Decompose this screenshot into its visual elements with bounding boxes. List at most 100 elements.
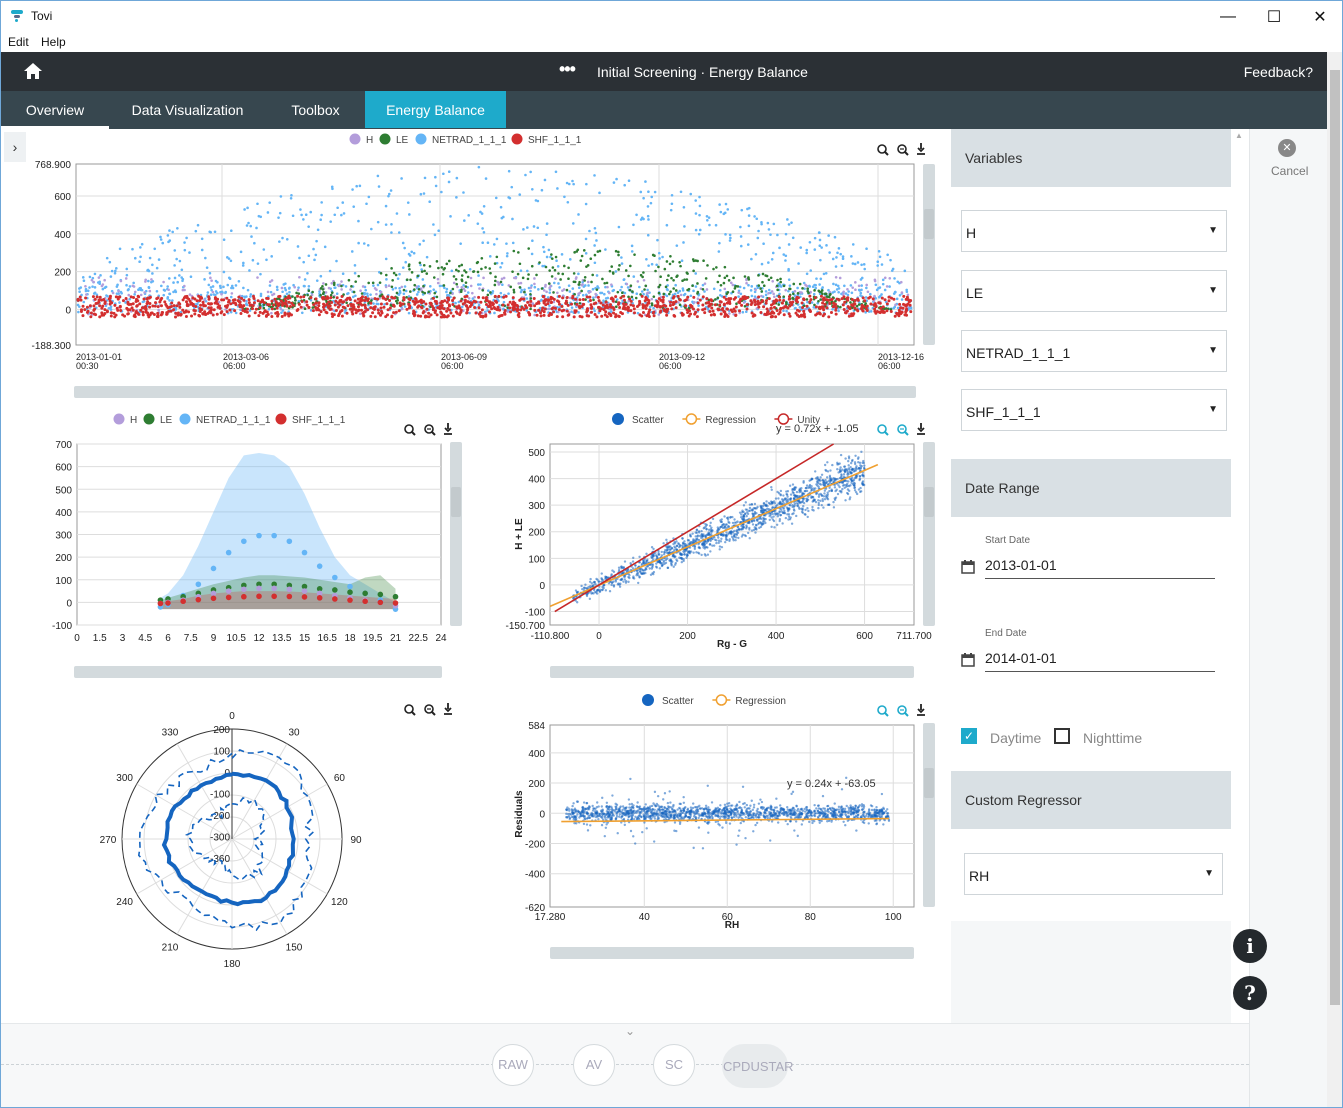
tab-energy-balance[interactable]: Energy Balance bbox=[365, 91, 506, 128]
ts-point bbox=[676, 291, 680, 294]
ts-point bbox=[194, 229, 198, 233]
ts-point bbox=[324, 291, 328, 294]
closure-point bbox=[748, 537, 751, 540]
ts-point bbox=[781, 306, 785, 310]
ts-point bbox=[91, 276, 95, 280]
ts-point bbox=[106, 295, 109, 298]
home-icon[interactable] bbox=[23, 62, 43, 80]
diurnal-point bbox=[332, 587, 338, 593]
ts-point bbox=[650, 302, 654, 305]
closure-point bbox=[841, 487, 844, 491]
ts-point bbox=[326, 304, 330, 308]
ts-point bbox=[339, 298, 343, 302]
ts-point bbox=[340, 213, 343, 217]
ts-point bbox=[729, 308, 733, 312]
ts-point bbox=[147, 269, 151, 273]
closure-point bbox=[773, 512, 777, 515]
ts-point bbox=[611, 297, 615, 301]
ts-point bbox=[512, 249, 516, 253]
ts-point bbox=[153, 304, 157, 308]
top-bar: ••• Initial Screening · Energy Balance F… bbox=[1, 52, 1327, 91]
ts-point bbox=[891, 267, 895, 271]
closure-point bbox=[784, 516, 788, 520]
ts-point bbox=[407, 302, 411, 306]
ts-point bbox=[846, 298, 850, 302]
ts-point bbox=[418, 243, 422, 246]
closure-point bbox=[738, 511, 742, 514]
tab-toolbox[interactable]: Toolbox bbox=[266, 91, 365, 129]
chevron-right-icon: › bbox=[12, 139, 18, 155]
ts-point bbox=[474, 311, 478, 315]
closure-point bbox=[752, 506, 756, 510]
ts-point bbox=[619, 288, 622, 292]
expand-sidebar-button[interactable]: › bbox=[4, 132, 26, 162]
ts-point bbox=[397, 231, 401, 234]
closure-point bbox=[584, 583, 587, 586]
ts-point bbox=[168, 292, 172, 296]
ts-point bbox=[533, 282, 536, 286]
ts-point bbox=[665, 310, 669, 314]
ts-point bbox=[533, 285, 537, 289]
ts-point bbox=[830, 297, 834, 301]
ts-point bbox=[696, 259, 699, 263]
ts-point bbox=[543, 178, 547, 182]
tab-overview[interactable]: Overview bbox=[1, 91, 109, 129]
ts-point bbox=[531, 187, 534, 191]
ts-point bbox=[747, 206, 751, 210]
ts-point bbox=[479, 283, 482, 286]
ts-point bbox=[711, 309, 715, 313]
ts-point bbox=[423, 176, 427, 180]
more-menu-button[interactable]: ••• bbox=[559, 59, 576, 79]
ts-point bbox=[603, 281, 607, 285]
tab-data-visualization[interactable]: Data Visualization bbox=[109, 91, 266, 129]
closure-point bbox=[706, 553, 710, 556]
ts-point bbox=[647, 310, 651, 314]
ts-point bbox=[486, 241, 490, 245]
ts-point bbox=[605, 281, 609, 285]
ts-point bbox=[542, 299, 546, 303]
ts-point bbox=[83, 308, 87, 312]
closure-x-tick: 0 bbox=[596, 631, 602, 642]
ts-point bbox=[539, 314, 543, 318]
ts-point bbox=[159, 238, 163, 241]
ts-point bbox=[813, 289, 816, 292]
ts-point bbox=[590, 305, 594, 309]
ts-point bbox=[791, 236, 795, 240]
ts-point bbox=[312, 247, 315, 251]
ts-point bbox=[88, 286, 91, 289]
ts-point bbox=[604, 297, 608, 300]
ts-point bbox=[534, 199, 538, 202]
ts-point bbox=[317, 301, 321, 305]
ts-point bbox=[777, 303, 781, 306]
ts-point bbox=[394, 310, 398, 314]
minimize-button[interactable]: — bbox=[1220, 7, 1236, 25]
ts-point bbox=[484, 313, 488, 317]
ts-point bbox=[160, 284, 163, 288]
menu-help[interactable]: Help bbox=[41, 35, 66, 49]
maximize-button[interactable]: ☐ bbox=[1266, 8, 1282, 26]
ts-point bbox=[92, 308, 96, 312]
ts-point bbox=[777, 295, 781, 299]
ts-point bbox=[124, 277, 128, 280]
ts-point bbox=[769, 276, 773, 280]
closure-point bbox=[742, 504, 746, 507]
diurnal-y-tick: 0 bbox=[66, 598, 72, 609]
closure-point bbox=[673, 548, 676, 552]
ts-point bbox=[133, 256, 137, 260]
ts-point bbox=[691, 284, 694, 287]
closure-point bbox=[843, 465, 847, 468]
feedback-link[interactable]: Feedback? bbox=[1243, 64, 1313, 80]
ts-point bbox=[265, 258, 268, 262]
ts-point bbox=[315, 239, 318, 243]
ts-point bbox=[115, 267, 118, 270]
ts-point bbox=[677, 301, 680, 304]
ts-point bbox=[300, 311, 304, 315]
closure-point bbox=[723, 515, 726, 518]
ts-point bbox=[265, 296, 269, 300]
menu-edit[interactable]: Edit bbox=[8, 35, 29, 49]
close-button[interactable]: ✕ bbox=[1313, 8, 1327, 26]
closure-point bbox=[751, 509, 754, 512]
ts-point bbox=[874, 297, 877, 300]
ts-point bbox=[608, 269, 612, 273]
ts-point bbox=[409, 278, 412, 282]
